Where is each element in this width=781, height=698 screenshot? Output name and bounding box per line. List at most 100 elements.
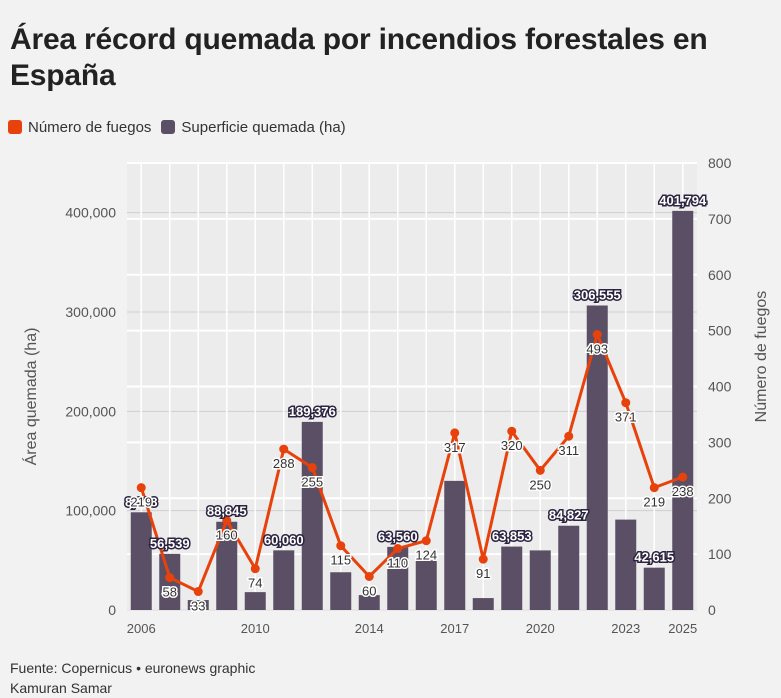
bar [672,210,694,610]
fires-data-label: 238 [672,484,694,499]
bar [187,600,209,610]
legend-swatch-area [161,120,176,134]
source-note: Fuente: Copernicus • euronews graphic Ka… [10,658,255,698]
fires-point [279,444,289,454]
fires-point [336,541,346,551]
fires-data-label: 371 [615,410,637,425]
y-right-axis-title: Número de fuegos [753,291,770,423]
fires-data-label: 311 [558,443,579,458]
y-right-tick-label: 700 [708,211,732,227]
fires-point [222,516,232,526]
bar-data-label: 189,376 [289,404,336,419]
bar [615,519,637,610]
bar [244,592,266,610]
bar-data-label: 306,555 [574,287,621,302]
legend-label-area: Superficie quemada (ha) [181,118,346,136]
bar-data-label: 8,368 [125,494,158,509]
fires-data-label: 288 [273,456,295,471]
fires-data-label: 219 [130,495,152,510]
x-tick-label: 2010 [241,621,270,636]
fires-data-label: 493 [586,342,608,357]
bar-data-label: 63,853 [492,529,532,544]
x-tick-label: 2006 [127,621,156,636]
y-right-tick-label: 400 [708,379,732,395]
fires-data-label: 124 [415,548,437,563]
legend-swatch-fires [8,120,22,134]
bar [444,480,466,610]
y-left-tick-label: 0 [108,602,116,618]
fires-point [649,483,659,493]
legend-item-fires: Número de fuegos [8,119,151,136]
y-left-tick-label: 300,000 [65,304,116,320]
fires-point [678,472,688,482]
fires-data-label: 74 [248,576,262,591]
bar [273,550,295,610]
y-right-tick-label: 500 [708,323,732,339]
fires-line [139,333,684,594]
fires-point [250,564,260,574]
fires-data-label: 250 [529,477,551,492]
bar [301,421,323,610]
bar [216,521,238,610]
x-tick-label: 2014 [355,621,384,636]
bar [501,546,523,610]
bar [130,512,152,610]
y-right-tick-label: 200 [708,490,732,506]
fires-point [478,554,488,564]
fires-point [307,463,317,473]
fires-point [165,573,175,583]
source-line-1: Fuente: Copernicus • euronews graphic [10,660,256,676]
y-right-tick-label: 0 [708,602,716,618]
fires-data-label: 110 [387,556,408,571]
fires-point [421,536,431,546]
legend-item-area: Superficie quemada (ha) [161,118,346,136]
y-left-tick-label: 400,000 [65,205,116,221]
bar-data-label: 88,845 [207,504,247,519]
fires-data-label: 91 [476,566,490,581]
bar-data-label: 84,827 [549,508,589,523]
x-tick-label: 2020 [526,621,555,636]
legend-label-fires: Número de fuegos [28,118,152,136]
fires-point [535,465,545,475]
fires-data-label: 320 [501,438,523,453]
x-tick-label: 2017 [440,621,469,636]
fires-data-label: 58 [163,585,177,600]
bar [529,550,551,610]
y-right-tick-label: 800 [708,155,732,171]
y-left-axis-title: Área quemada (ha) [21,328,40,466]
x-tick-label: 2023 [611,621,640,636]
chart-title: Área récord quemada por incendios forest… [10,23,708,92]
fires-point [364,571,374,581]
bar [558,525,580,610]
bar [586,305,608,610]
fires-data-label: 115 [330,553,351,568]
source-line-2: Kamuran Samar [10,680,112,696]
fires-data-label: 60 [362,583,376,598]
bar [472,598,494,610]
fires-data-label: 317 [444,440,466,455]
bar-data-label: 63,560 [378,529,418,544]
bar-data-label: 60,060 [264,532,304,547]
fires-point [621,398,631,408]
bar [387,546,409,610]
bar-data-label: 42,615 [634,550,674,565]
fires-data-label: 219 [643,495,665,510]
y-left-tick-label: 100,000 [65,503,116,519]
y-right-tick-label: 300 [708,434,732,450]
y-right-tick-label: 100 [708,546,732,562]
fires-point [507,426,517,436]
fires-point [193,587,203,597]
bar-data-label: 401,794 [659,193,707,208]
bar [643,567,665,610]
bar-data-label: 56,539 [150,536,190,551]
fires-point [450,428,460,438]
bar [330,572,352,610]
fires-data-label: 255 [301,475,323,490]
fires-point [393,544,403,554]
fires-point [136,483,146,493]
x-tick-label: 2025 [668,621,697,636]
fires-point [592,330,602,340]
fires-data-label: 33 [191,599,205,614]
